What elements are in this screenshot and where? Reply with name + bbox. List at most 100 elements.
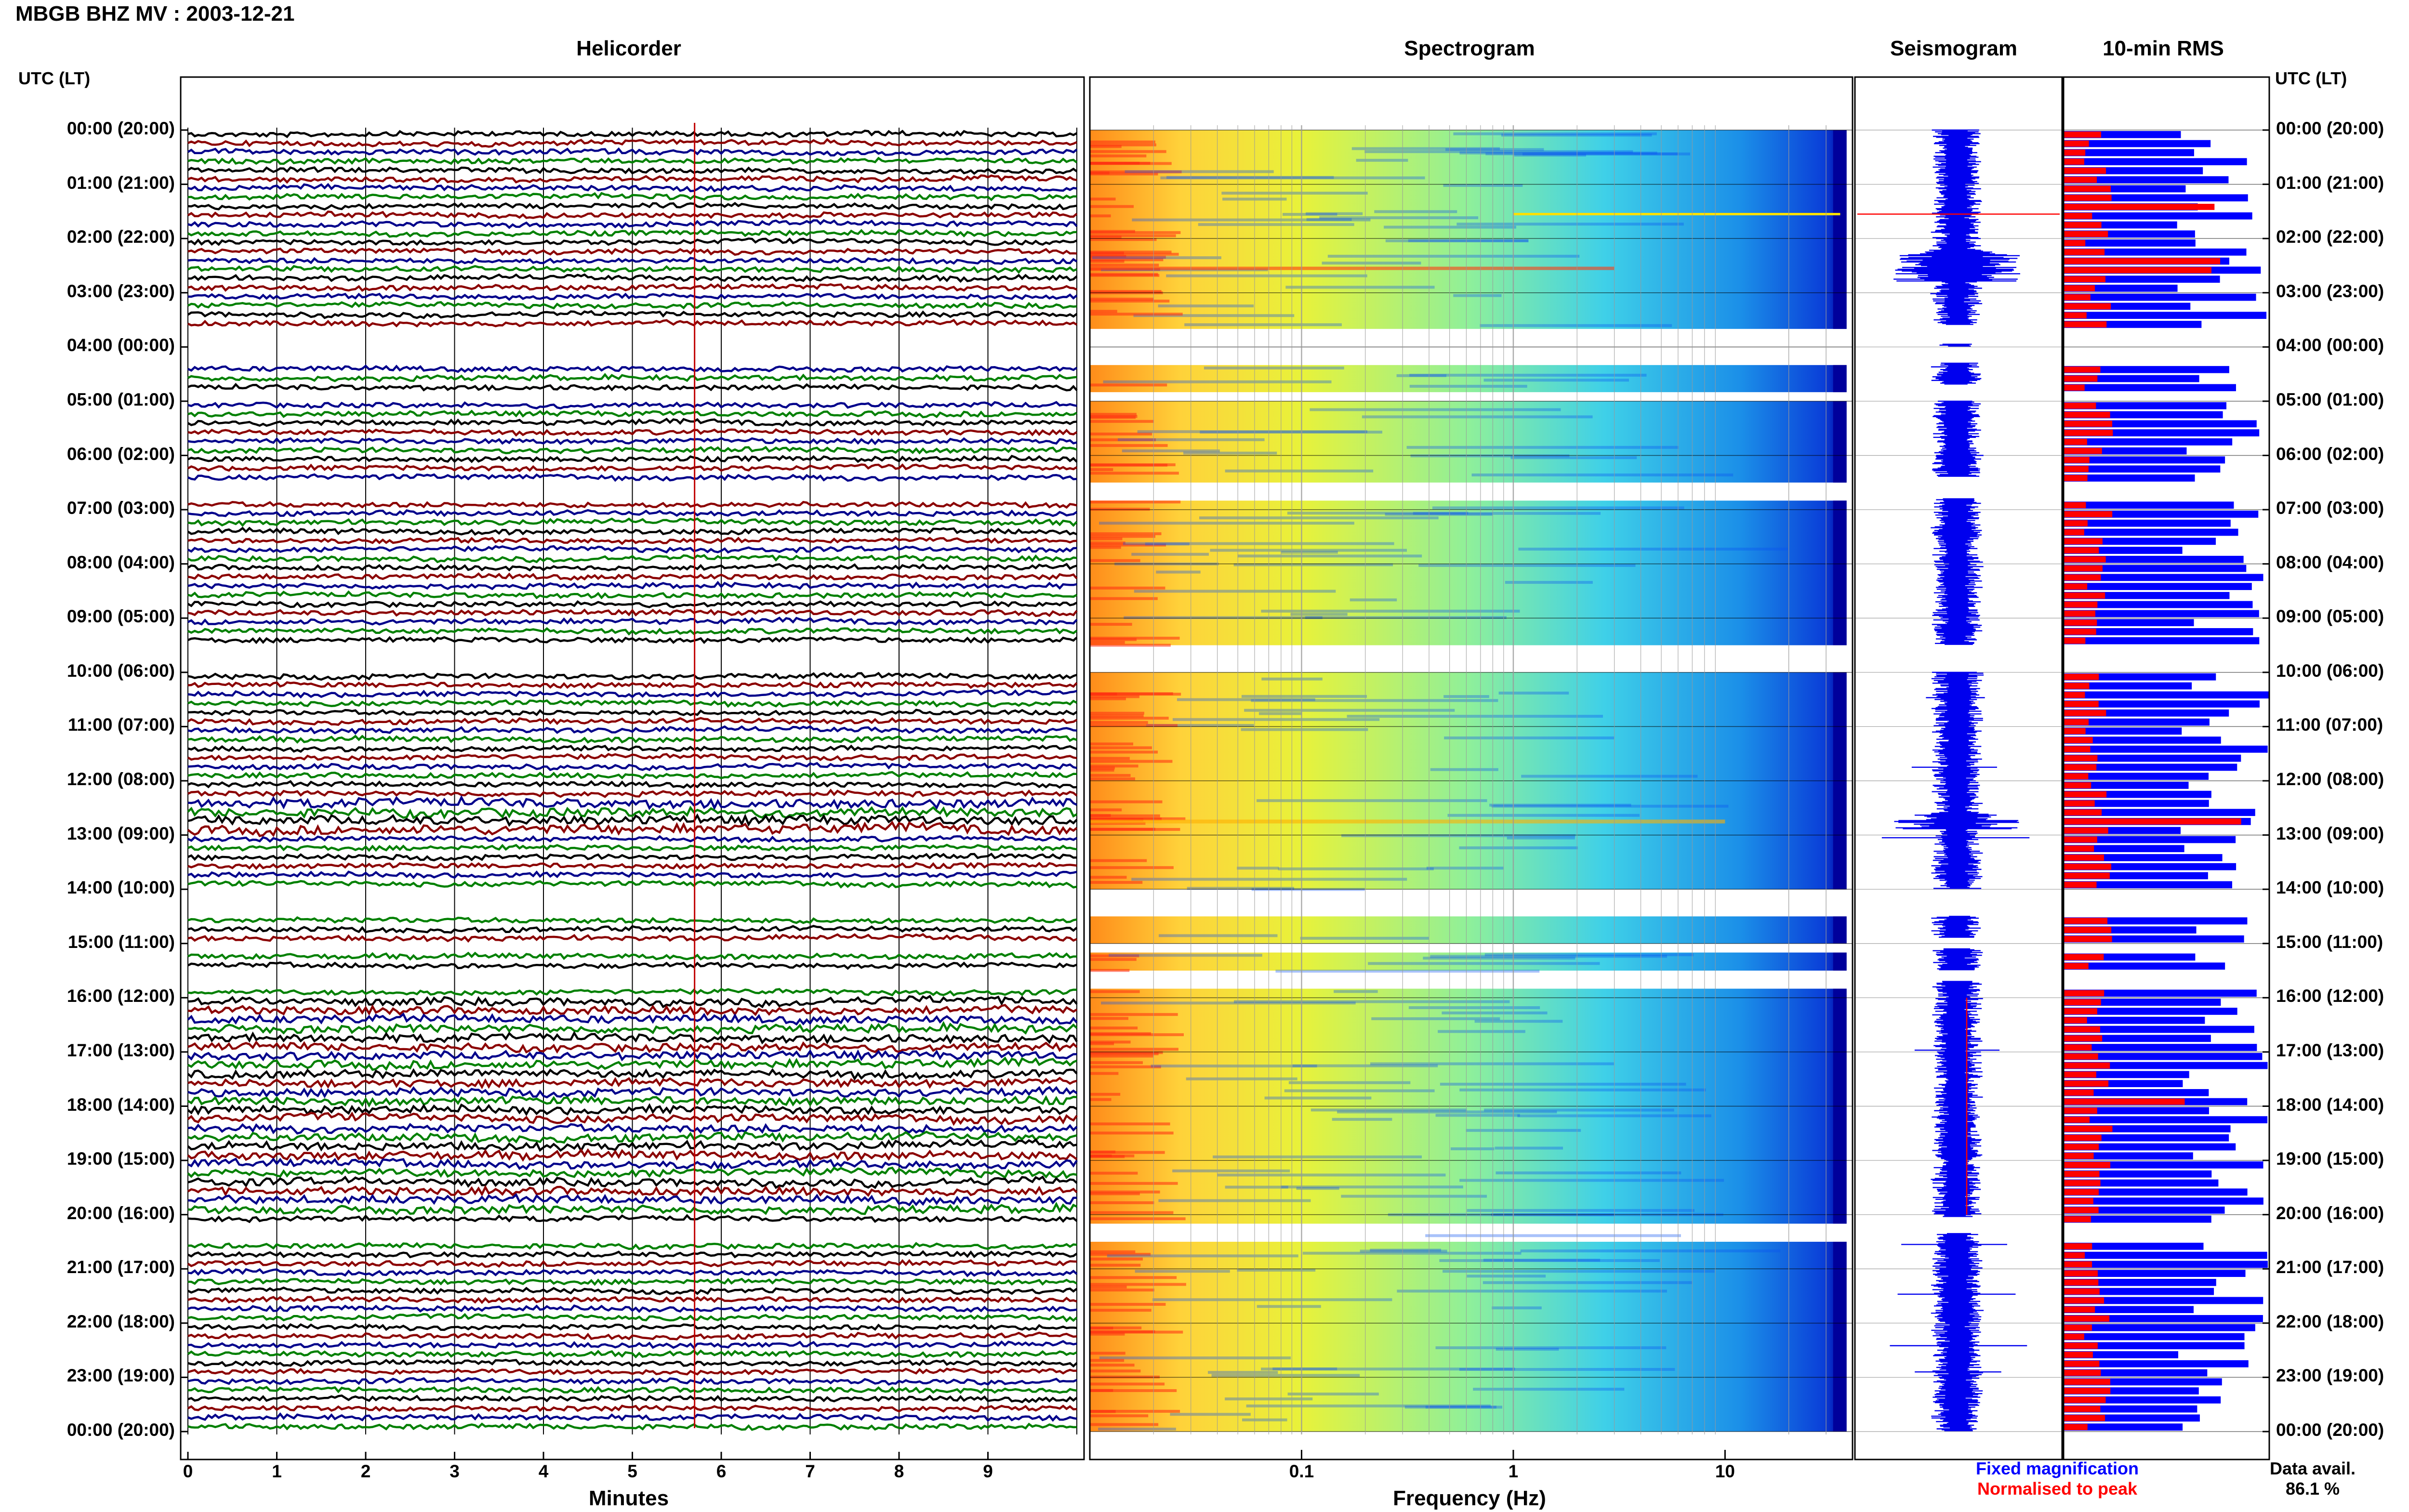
- utc-header-right: UTC (LT): [2275, 68, 2347, 88]
- helicorder-trace: [187, 961, 1077, 970]
- spectrogram-streak: [1501, 133, 1652, 137]
- rms-bar-normalised: [2064, 249, 2105, 255]
- rms-bar-normalised: [2064, 1044, 2092, 1051]
- spectrogram-streak: [1430, 768, 1498, 771]
- helicorder-trace: [187, 1331, 1077, 1341]
- spectrogram-streak: [1090, 263, 1159, 267]
- rms-bar-fixed: [2064, 375, 2199, 382]
- spectrogram-streak: [1090, 1217, 1186, 1221]
- spectrogram-streak: [1090, 143, 1156, 146]
- spectrogram-streak: [1090, 300, 1170, 303]
- rms-bar-normalised: [2064, 466, 2089, 473]
- helicorder-trace: [187, 1031, 1078, 1045]
- rms-bar-normalised: [2064, 276, 2105, 282]
- spectrogram-streak: [1122, 449, 1220, 453]
- rms-bar-normalised: [2064, 1406, 2101, 1412]
- spectrogram-streak: [1090, 1017, 1128, 1020]
- spectrogram-streak: [1090, 234, 1176, 237]
- spectrogram-streak: [1090, 1288, 1154, 1292]
- spectrogram-streak: [1090, 969, 1130, 972]
- spectrogram-streak: [1306, 212, 1363, 215]
- rms-bar-fixed: [2064, 1107, 2209, 1115]
- spectrogram-streak: [1090, 1414, 1149, 1418]
- spectrogram-streak: [1090, 1131, 1174, 1135]
- spectrogram-streak: [1319, 216, 1479, 220]
- spectrogram-streak: [1459, 1367, 1675, 1371]
- helicorder-trace: [187, 1250, 1078, 1259]
- spectrogram-streak: [1090, 1252, 1151, 1256]
- rms-bar-fixed: [2064, 158, 2247, 166]
- helicorder-trace: [187, 870, 1077, 880]
- spectrogram-streak: [1090, 500, 1181, 504]
- rms-bar-fixed: [2064, 691, 2269, 699]
- x-tick-label-frequency: 1: [1508, 1461, 1519, 1481]
- y-tick-label-right: 18:00 (14:00): [2276, 1094, 2384, 1115]
- rms-bar-fixed: [2064, 1179, 2219, 1187]
- rms-bar-normalised: [2064, 1062, 2110, 1069]
- rms-bar-normalised: [2064, 818, 2241, 825]
- y-tick-label-right: 09:00 (05:00): [2276, 606, 2384, 627]
- helicorder-trace: [187, 771, 1077, 780]
- spectrogram-streak: [1090, 714, 1144, 718]
- spectrogram-streak: [1406, 446, 1679, 449]
- rms-bar-normalised: [2064, 195, 2112, 201]
- rms-bar-fixed: [2064, 1279, 2216, 1286]
- helicorder-trace: [187, 409, 1078, 419]
- helicorder-trace: [187, 1358, 1078, 1368]
- spectrogram-streak: [1370, 1062, 1614, 1065]
- spectrogram-streak: [1090, 764, 1138, 768]
- rms-bar-fixed: [2064, 402, 2226, 409]
- panel-frame: [1854, 76, 2063, 1460]
- spectrogram-block: [1090, 916, 1847, 944]
- spectrogram-streak: [1133, 314, 1295, 317]
- rms-bar-normalised: [2064, 782, 2091, 789]
- helicorder-trace: [187, 273, 1078, 283]
- rms-bar-normalised: [2064, 583, 2088, 590]
- spectrogram-streak: [1368, 962, 1600, 965]
- y-tick-label-left: 00:00 (20:00): [66, 118, 175, 138]
- helicorder-trace: [187, 418, 1077, 427]
- spectrogram-streak: [1090, 197, 1116, 201]
- spectrogram-streak: [1090, 433, 1152, 436]
- spectrogram-streak: [1385, 513, 1493, 516]
- panel-frames: [180, 76, 2270, 1460]
- rms-bar-fixed: [2064, 501, 2234, 509]
- spectrogram-streak: [1090, 1409, 1180, 1413]
- rms-bar-fixed: [2064, 312, 2267, 319]
- spectrogram-streak: [1090, 1171, 1138, 1175]
- rms-bar-fixed: [2064, 519, 2231, 527]
- helicorder-trace: [187, 318, 1078, 328]
- spectrogram-streak: [1408, 1006, 1540, 1009]
- rms-bar-normalised: [2064, 212, 2092, 219]
- spectrogram-streak: [1374, 210, 1457, 213]
- y-tick-label-left: 09:00 (05:00): [66, 606, 175, 627]
- spectrogram-streak: [1483, 379, 1629, 382]
- spectrogram-block: [1090, 401, 1847, 483]
- x-tick-label-minutes: 9: [983, 1461, 993, 1481]
- spectrogram-streak: [1090, 958, 1137, 961]
- helicorder-trace: [187, 192, 1077, 201]
- spectrogram-streak: [1337, 1110, 1557, 1114]
- rms-title: 10-min RMS: [2103, 37, 2224, 60]
- rms-bar-normalised: [2064, 637, 2086, 644]
- spectrogram-streak: [1453, 294, 1502, 297]
- rms-bar-normalised: [2064, 692, 2085, 698]
- helicorder-trace: [187, 580, 1077, 591]
- rms-bar-fixed: [2064, 1324, 2255, 1331]
- y-tick-label-right: 12:00 (08:00): [2276, 769, 2384, 789]
- rms-bar-fixed: [2064, 456, 2225, 464]
- spectrogram-streak: [1158, 1199, 1311, 1202]
- helicorder-trace: [187, 446, 1077, 455]
- helicorder-trace: [187, 636, 1078, 644]
- rms-bar-normalised: [2064, 1198, 2093, 1204]
- spectrogram-streak: [1125, 170, 1274, 173]
- spectrogram-streak: [1305, 616, 1507, 619]
- helicorder-trace: [187, 880, 1077, 889]
- spectrogram-streak: [1444, 736, 1615, 739]
- helicorder-trace: [187, 147, 1078, 157]
- rms-bar-normalised: [2064, 1008, 2097, 1014]
- rms-bar-normalised: [2064, 520, 2088, 526]
- helicorder-title: Helicorder: [576, 37, 681, 60]
- rms-panel: [2064, 130, 2269, 1432]
